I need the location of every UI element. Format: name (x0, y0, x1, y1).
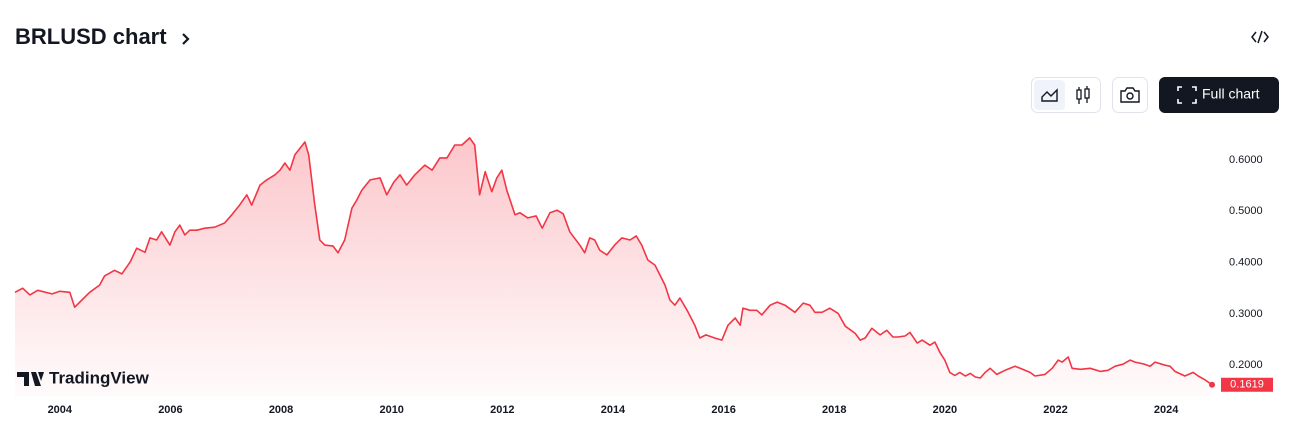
y-tick-label: 0.3000 (1229, 308, 1263, 320)
candle-body (1084, 88, 1090, 99)
logo-icon (17, 372, 44, 386)
title-link[interactable]: BRLUSD chart (15, 24, 190, 49)
last-value-box (1221, 377, 1273, 392)
snapshot-button[interactable] (1112, 77, 1148, 113)
price-line (14, 137, 1213, 386)
x-tick-label: 2020 (933, 404, 957, 416)
candle-body (1076, 89, 1082, 100)
y-tick-label: 0.6000 (1229, 154, 1263, 166)
x-tick-label: 2016 (711, 404, 735, 416)
plot-area: 0.2000 0.3000 0.4000 0.5000 0.6000 2004 2006 20… (14, 137, 1273, 416)
camera-lens (1126, 92, 1134, 100)
x-tick-label: 2018 (822, 404, 846, 416)
x-tick-label: 2006 (158, 404, 182, 416)
area-fill (15, 137, 1212, 396)
x-tick-label: 2008 (269, 404, 293, 416)
code-icon (1251, 30, 1269, 44)
x-tick-label: 2012 (490, 404, 514, 416)
candle-style-button[interactable] (1076, 86, 1090, 104)
line-style-button[interactable] (1034, 80, 1065, 110)
x-tick-label: 2024 (1154, 404, 1179, 416)
y-tick-label: 0.5000 (1229, 205, 1263, 217)
embed-button[interactable] (1251, 30, 1269, 44)
button-label: Full chart (1202, 86, 1260, 102)
title: BRLUSD chart (15, 24, 167, 49)
button-bg (1112, 77, 1148, 113)
last-value-label: 0.1619 (1230, 379, 1264, 391)
x-tick-label: 2010 (379, 404, 403, 416)
x-tick-label: 2022 (1043, 404, 1067, 416)
x-tick-label: 2014 (601, 404, 626, 416)
y-tick-label: 0.4000 (1229, 256, 1263, 268)
brand-name: TradingView (49, 368, 150, 387)
expand-icon (1177, 86, 1197, 104)
full-chart-button[interactable]: Full chart (1159, 77, 1279, 113)
brand-logo[interactable]: TradingView (17, 368, 150, 387)
chevron-icon (182, 33, 190, 45)
last-point (1209, 381, 1216, 388)
x-tick-label: 2004 (48, 404, 73, 416)
button-bg (1159, 77, 1279, 113)
camera-icon (1120, 87, 1140, 103)
area-icon (1041, 88, 1058, 102)
y-tick-label: 0.2000 (1229, 359, 1263, 371)
